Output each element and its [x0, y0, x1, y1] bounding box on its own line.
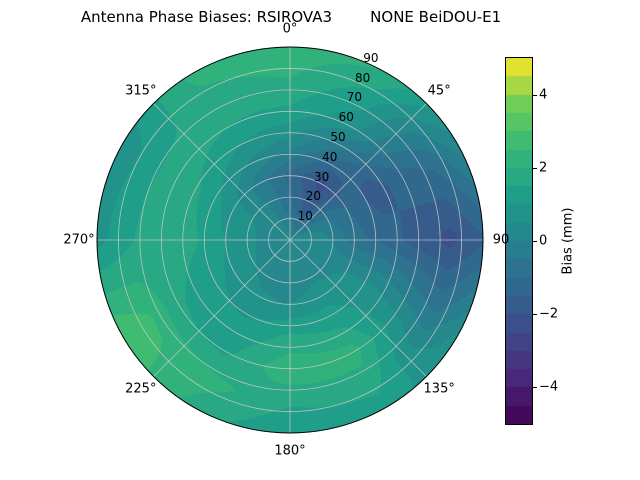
colorbar-tick-label: 2 — [539, 160, 548, 176]
theta-tick-label: 45° — [427, 83, 451, 99]
theta-tick-label: 0° — [282, 21, 298, 37]
radial-tick-label: 80 — [355, 70, 371, 85]
radial-tick-label: 60 — [338, 110, 354, 125]
theta-tick-label: 135° — [423, 381, 455, 397]
colorbar-tick-mark — [533, 94, 537, 96]
theta-tick-label: 270° — [63, 232, 95, 248]
colorbar — [505, 57, 533, 425]
radial-tick-label: 20 — [305, 189, 322, 204]
colorbar-tick-mark — [533, 167, 537, 169]
radial-tick-label: 50 — [330, 129, 346, 144]
colorbar-tick-label: 4 — [539, 87, 548, 103]
colorbar-tick-label: −2 — [539, 306, 559, 322]
radial-tick-label: 40 — [322, 149, 338, 164]
radial-tick-label: 70 — [346, 90, 363, 105]
colorbar-tick-mark — [533, 241, 537, 242]
theta-tick-label: 225° — [125, 381, 157, 397]
radial-tick-label: 10 — [297, 209, 313, 224]
colorbar-tick-label: 0 — [539, 233, 548, 249]
colorbar-axis-label: Bias (mm) — [560, 207, 576, 275]
colorbar-tick-mark — [533, 314, 537, 316]
theta-tick-label: 90 — [492, 232, 510, 248]
theta-tick-label: 180° — [274, 443, 306, 459]
colorbar-tick-mark — [533, 387, 537, 389]
radial-tick-label: 90 — [363, 50, 379, 65]
radial-tick-label: 30 — [313, 169, 330, 184]
colorbar-tick-label: −4 — [539, 379, 559, 395]
theta-tick-label: 315° — [125, 83, 157, 99]
